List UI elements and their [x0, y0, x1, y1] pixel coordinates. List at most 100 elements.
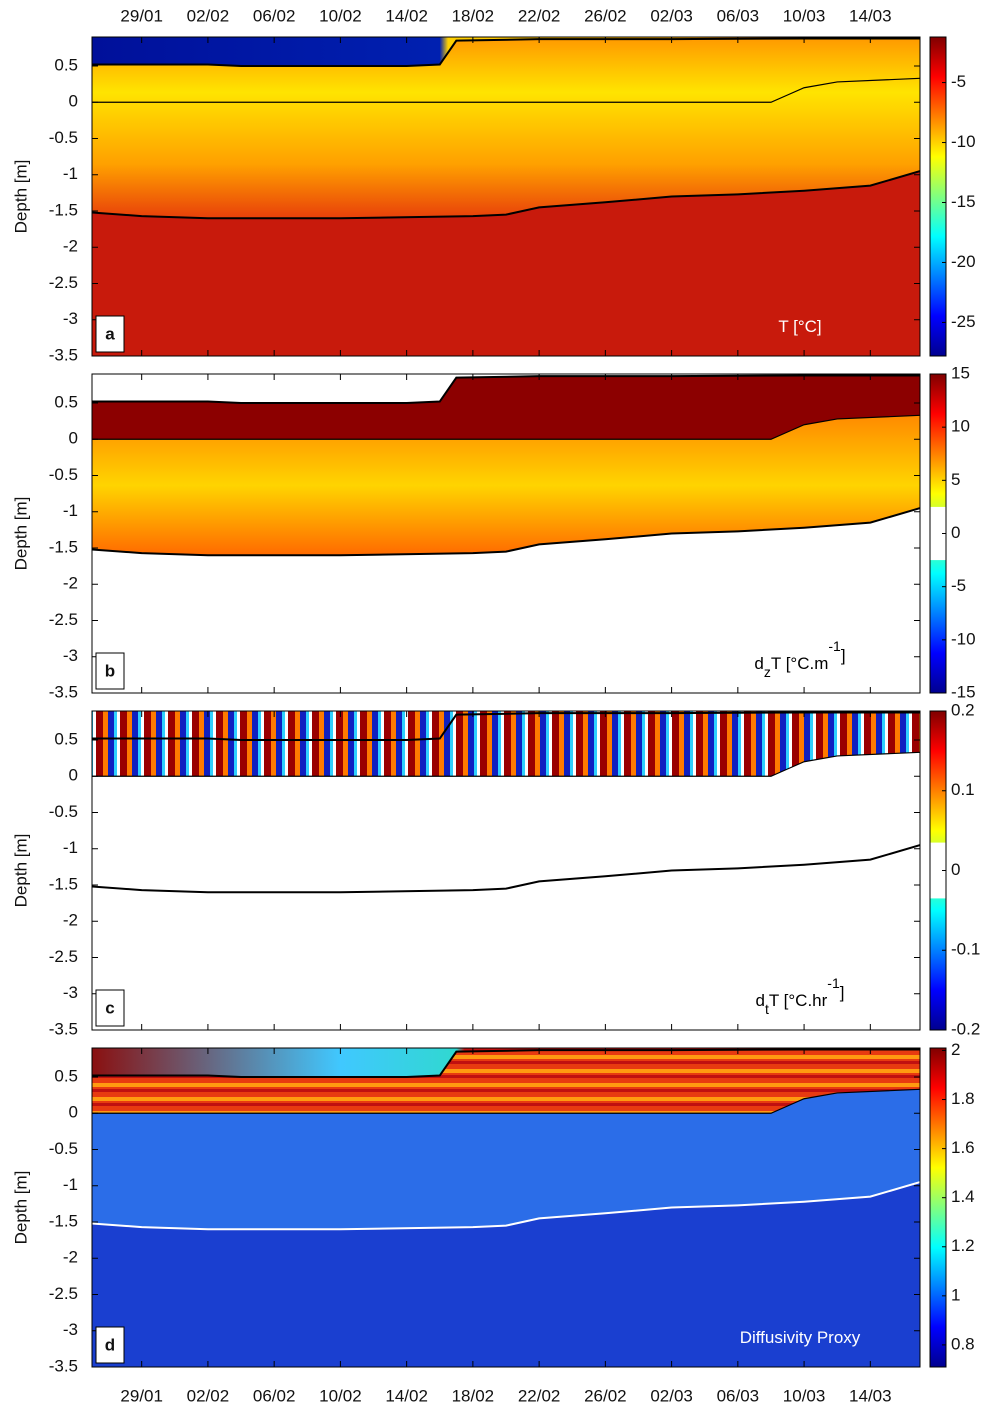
x-tick-label: 22/02 — [518, 1386, 561, 1405]
x-tick-label: 10/03 — [783, 6, 826, 25]
y-tick-label: -2 — [63, 237, 78, 256]
x-tick-label: 14/02 — [385, 1386, 428, 1405]
x-tick-label: 18/02 — [452, 6, 495, 25]
colorbar-frame — [929, 36, 947, 357]
y-axis-label: Depth [m] — [11, 1171, 30, 1245]
colorbar-label-part: ] — [840, 983, 845, 1002]
heatmap-region — [92, 37, 920, 66]
panel-letter: b — [105, 661, 115, 680]
heatmap-region — [92, 711, 920, 777]
x-tick-label: 02/03 — [650, 6, 693, 25]
x-tick-label: 14/03 — [849, 1386, 892, 1405]
y-tick-label: -1.5 — [49, 1211, 78, 1230]
colorbar-tick-label: -5 — [951, 72, 966, 91]
panel-letter: c — [105, 998, 114, 1017]
boundary-line — [92, 844, 920, 894]
boundary-line — [92, 1181, 920, 1231]
colorbar — [930, 1048, 946, 1367]
colorbar-tick-label: 2 — [951, 1040, 960, 1059]
panel: 0.5 0 -0.5 -1 -1.5 -2 -2.5 -3 -3.5 29/01 02/02 06/0… — [11, 6, 975, 364]
x-tick-label: 06/02 — [253, 1386, 296, 1405]
x-tick-label: 29/01 — [120, 1386, 163, 1405]
heatmap-region — [92, 375, 920, 440]
colorbar-tick-label: 10 — [951, 417, 970, 436]
colorbar-tick-label: -15 — [951, 192, 976, 211]
colorbar-tick-label: -15 — [951, 682, 976, 701]
heatmap-region — [92, 38, 920, 219]
y-tick-label: -1.5 — [49, 874, 78, 893]
x-tick-label: 14/02 — [385, 6, 428, 25]
colorbar-tick-label: -10 — [951, 629, 976, 648]
colorbar-tick-label: 1.6 — [951, 1138, 975, 1157]
y-tick-label: -1 — [63, 838, 78, 857]
colorbar-tick-label: 5 — [951, 470, 960, 489]
x-tick-label: 29/01 — [120, 6, 163, 25]
y-tick-label: -1 — [63, 164, 78, 183]
y-tick-label: -3.5 — [49, 1019, 78, 1038]
colorbar-label: dzT [°C.m-1] — [754, 638, 845, 680]
y-tick-label: -1.5 — [49, 537, 78, 556]
panel: 0.5 0 -0.5 -1 -1.5 -2 -2.5 -3 -3.5 29/01 02/02 06/0… — [11, 1040, 974, 1406]
boundary-line — [92, 1088, 920, 1114]
colorbar-tick-label: -10 — [951, 132, 976, 151]
y-axis-label: Depth [m] — [11, 497, 30, 571]
colorbar-tick-label: 0.2 — [951, 700, 975, 719]
y-tick-label: -3 — [63, 983, 78, 1002]
heatmap-field — [92, 1048, 920, 1367]
panel-letter: a — [105, 324, 115, 343]
colorbar-label-part: T [°C] — [778, 317, 821, 336]
colorbar-label-part: d — [754, 654, 763, 673]
boundary-line — [92, 507, 920, 557]
x-tick-label: 26/02 — [584, 1386, 627, 1405]
y-tick-label: -1.5 — [49, 200, 78, 219]
boundary-line — [92, 170, 920, 220]
x-tick-label: 06/03 — [717, 6, 760, 25]
heatmap-region — [92, 1048, 920, 1077]
colorbar-tick-label: 0 — [951, 523, 960, 542]
colorbar-label-part: ] — [841, 646, 846, 665]
y-tick-label: -3 — [63, 309, 78, 328]
y-tick-label: -3 — [63, 1320, 78, 1339]
colorbar-label: Diffusivity Proxy — [740, 1328, 861, 1347]
y-axis-label: Depth [m] — [11, 834, 30, 908]
colorbar-tick-label: 1 — [951, 1285, 960, 1304]
y-tick-label: 0.5 — [54, 55, 78, 74]
plot-frame — [91, 373, 921, 694]
x-tick-label: 06/03 — [717, 1386, 760, 1405]
colorbar-tick-label: 0.8 — [951, 1334, 975, 1353]
y-tick-label: -1 — [63, 501, 78, 520]
x-tick-label: 26/02 — [584, 6, 627, 25]
colorbar-mask — [930, 842, 946, 899]
colorbar-tick-label: 1.8 — [951, 1089, 975, 1108]
x-tick-label: 14/03 — [849, 6, 892, 25]
colorbar-label-part: z — [764, 664, 771, 680]
heatmap-region — [92, 1049, 920, 1114]
colorbar-mask — [930, 506, 946, 561]
x-tick-label: 06/02 — [253, 6, 296, 25]
colorbar-label-part: -1 — [827, 975, 840, 991]
y-tick-label: -0.5 — [49, 1139, 78, 1158]
panel-letter-box — [95, 1326, 125, 1364]
colorbar-label-part: -1 — [828, 638, 841, 654]
y-tick-label: -2.5 — [49, 947, 78, 966]
y-tick-label: -3.5 — [49, 1356, 78, 1375]
y-tick-label: -0.5 — [49, 465, 78, 484]
y-tick-label: 0.5 — [54, 1066, 78, 1085]
y-tick-label: 0 — [69, 92, 78, 111]
y-tick-label: -2 — [63, 1248, 78, 1267]
heatmap-field — [92, 711, 920, 1030]
y-tick-label: -1 — [63, 1175, 78, 1194]
heatmap-field — [92, 37, 920, 356]
y-tick-label: -3.5 — [49, 345, 78, 364]
colorbar-tick-label: 1.2 — [951, 1236, 975, 1255]
panel: 0.5 0 -0.5 -1 -1.5 -2 -2.5 -3 -3.5 Depth [m] c 0.2 0… — [11, 700, 980, 1038]
boundary-line — [92, 751, 920, 777]
heatmap-field — [92, 374, 920, 693]
colorbar-tick-label: -0.1 — [951, 940, 980, 959]
colorbar-frame — [929, 1047, 947, 1368]
colorbar-label-part: T [°C.hr — [769, 991, 828, 1010]
colorbar-tick-label: 1.4 — [951, 1187, 975, 1206]
panel-letter-box — [95, 989, 125, 1027]
y-tick-label: -3.5 — [49, 682, 78, 701]
